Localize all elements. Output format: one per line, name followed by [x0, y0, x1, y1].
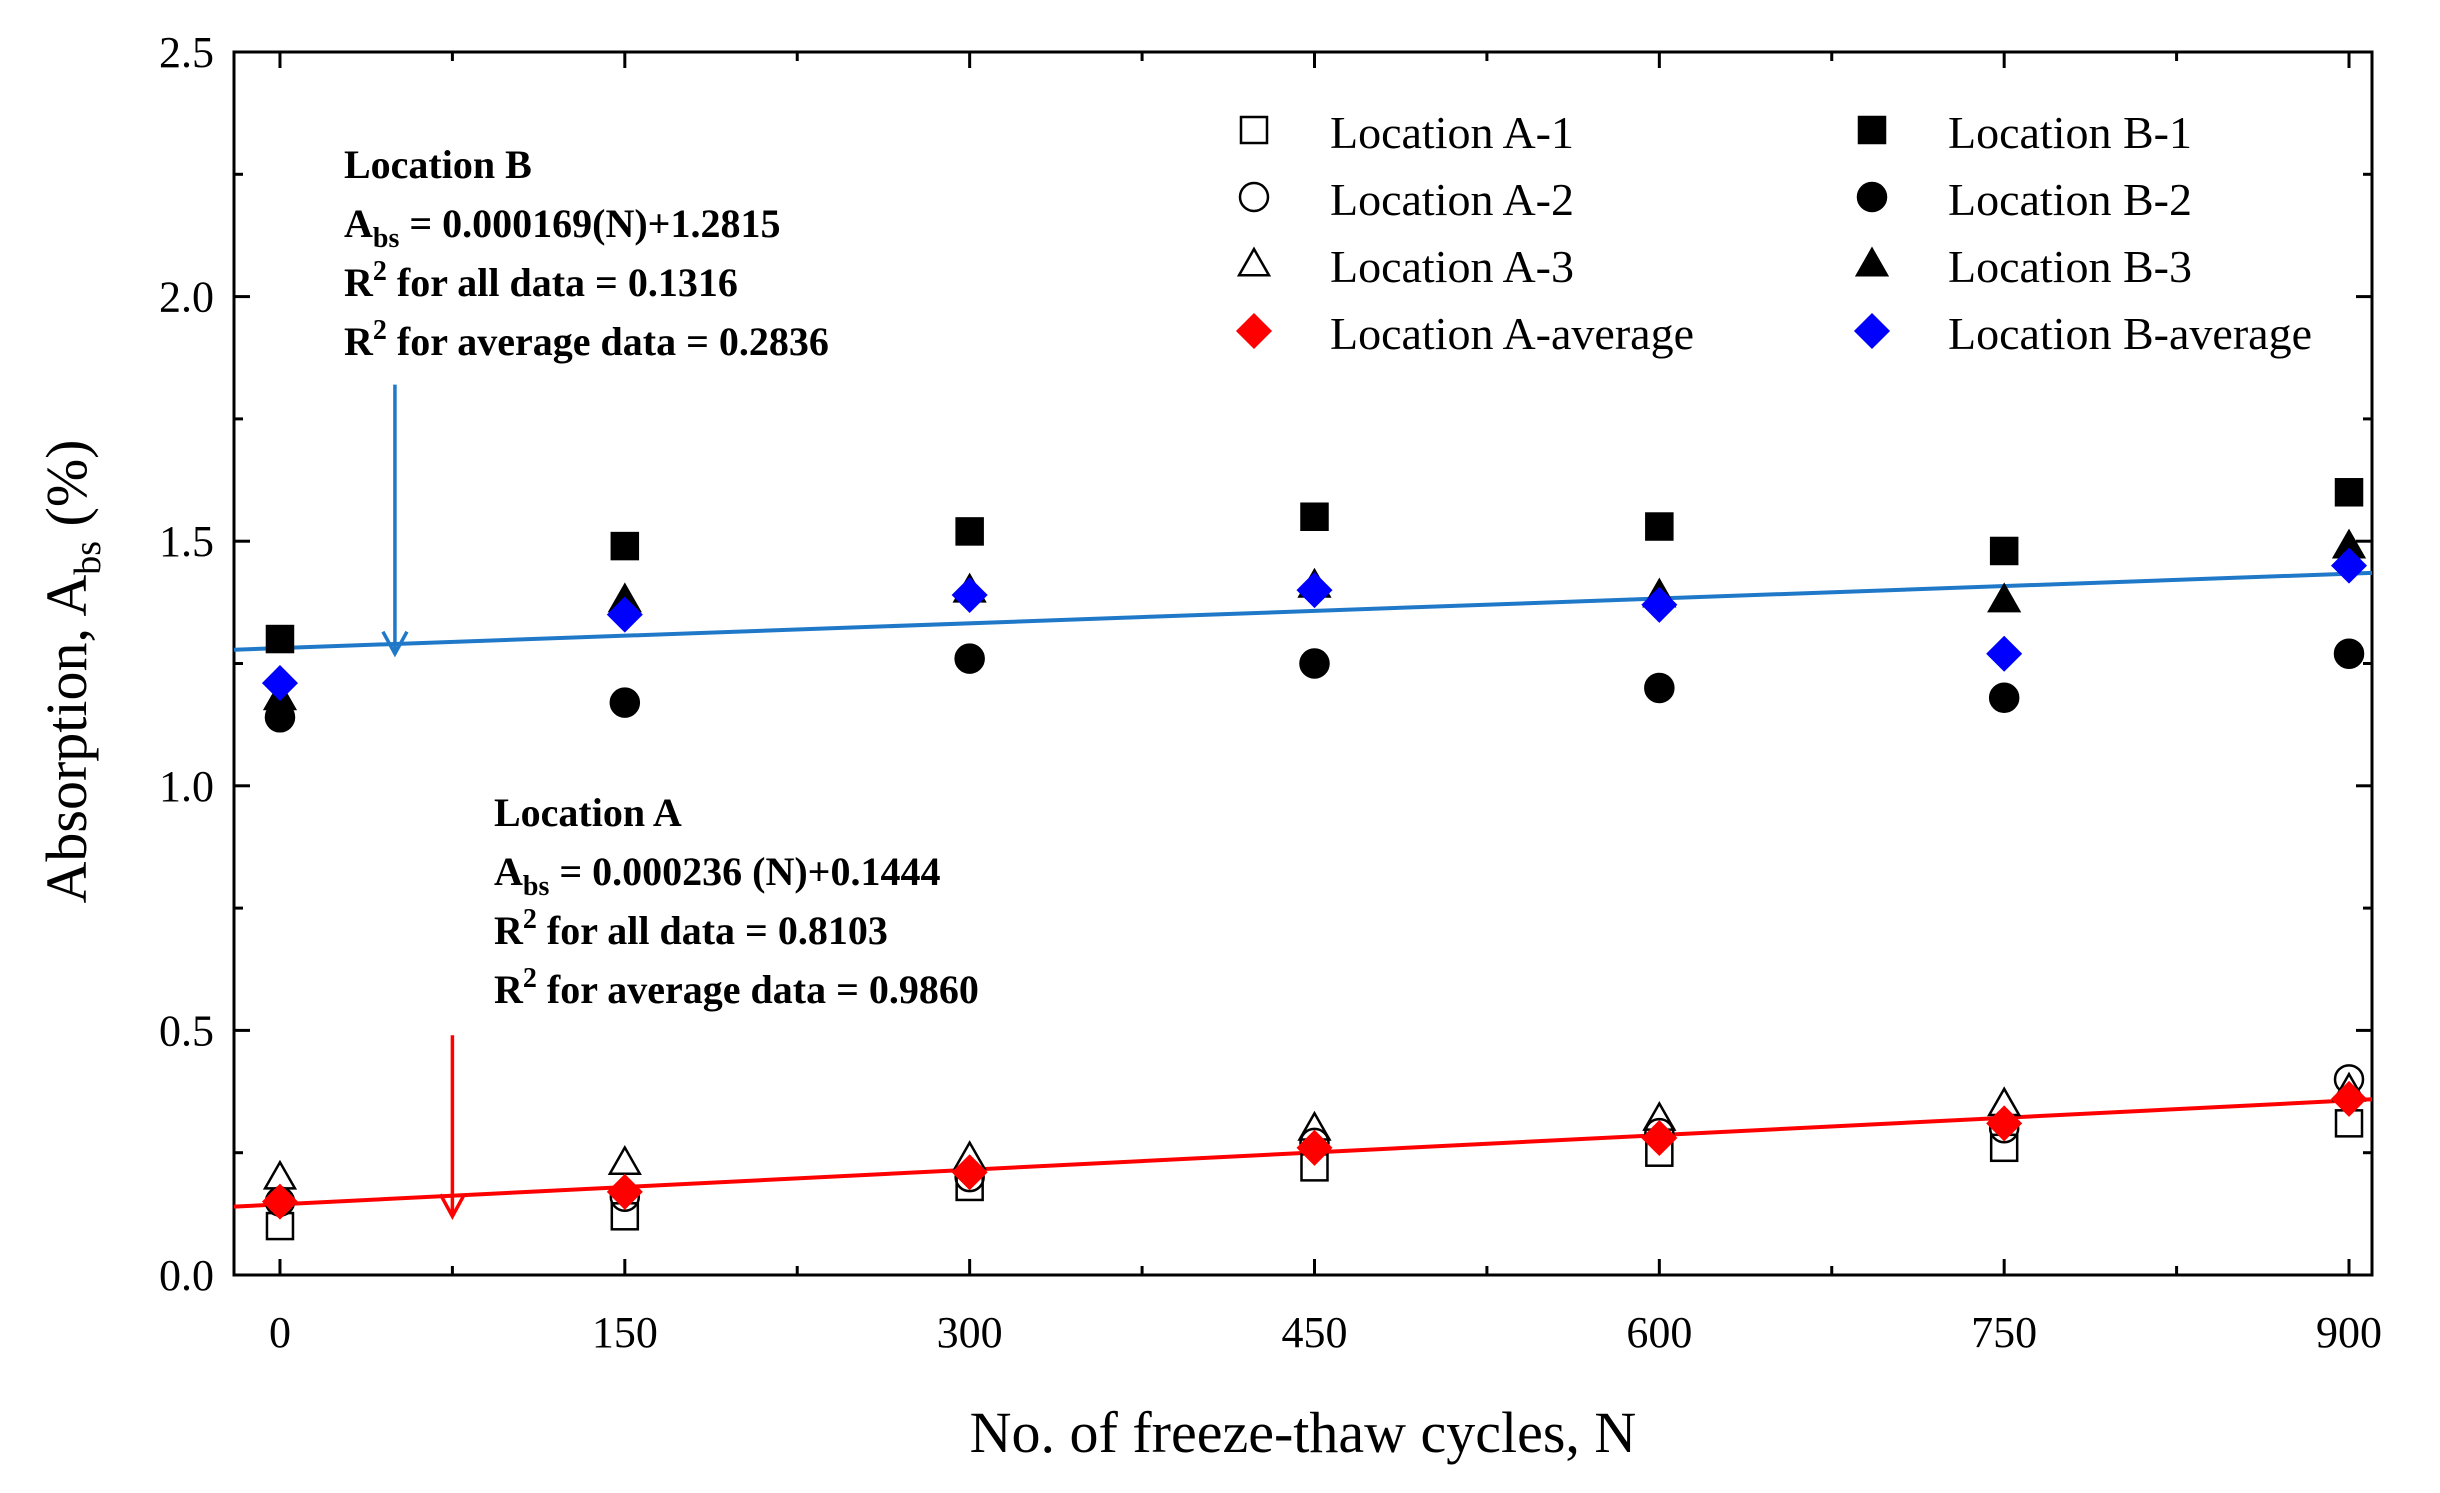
legend-label-a2: Location A-2 — [1330, 174, 1574, 225]
legend-marker-b1 — [1857, 115, 1887, 145]
point-bavg — [1296, 572, 1333, 609]
y-tick-label: 2.0 — [159, 273, 214, 322]
point-bavg — [606, 596, 643, 633]
annA-r2-avg: R2 for average data = 0.9860 — [494, 963, 979, 1012]
point-aavg — [951, 1154, 988, 1191]
annB-title: Location B — [344, 142, 532, 187]
legend-label-b3: Location B-3 — [1948, 241, 2192, 292]
point-b2 — [609, 687, 641, 718]
annB-arrow-head — [381, 630, 409, 658]
y-tick-label: 2.5 — [159, 28, 214, 77]
legend-label-a3: Location A-3 — [1330, 241, 1574, 292]
point-bavg — [951, 576, 988, 614]
legend-marker-aavg — [1235, 312, 1273, 350]
point-b1 — [2334, 478, 2364, 507]
point-aavg — [606, 1173, 643, 1210]
y-tick-label: 0.5 — [159, 1006, 214, 1055]
legend-marker-a1 — [1239, 115, 1269, 145]
x-tick-label: 450 — [1281, 1308, 1347, 1357]
point-a3 — [607, 1145, 642, 1175]
point-b1 — [610, 531, 640, 561]
y-axis-title: Absorption, Abs (%) — [34, 440, 109, 904]
legend: Location A-1 Location A-2 Location A-3 Loca… — [1235, 107, 2312, 359]
annA-r2-all: R2 for all data = 0.8103 — [494, 904, 888, 953]
legend-marker-bavg — [1853, 312, 1891, 350]
point-bavg — [1986, 635, 2023, 672]
point-b2 — [1299, 648, 1330, 679]
point-aavg — [1296, 1129, 1333, 1166]
x-tick-label: 900 — [2316, 1308, 2382, 1357]
point-b1 — [1989, 536, 2019, 566]
x-tick-label: 600 — [1626, 1308, 1692, 1357]
point-b1 — [1300, 502, 1329, 531]
point-aavg — [261, 1183, 298, 1220]
legend-marker-b2 — [1856, 181, 1888, 213]
legend-label-bavg: Location B-average — [1948, 308, 2312, 359]
y-tick-label: 1.0 — [159, 762, 214, 811]
point-aavg — [2330, 1080, 2368, 1117]
legend-label-b2: Location B-2 — [1948, 174, 2192, 225]
x-tick-label: 300 — [937, 1308, 1003, 1357]
legend-marker-a2 — [1238, 181, 1270, 213]
point-b2 — [1644, 672, 1675, 704]
annA-arrow-head — [438, 1193, 466, 1220]
point-b1 — [955, 517, 984, 546]
axis-titles-group: No. of freeze-thaw cycles, N Absorption, … — [34, 440, 1636, 1465]
point-b2 — [954, 643, 985, 674]
annB-r2-avg: R2 for average data = 0.2836 — [344, 315, 829, 364]
annB-equation: Abs = 0.000169(N)+1.2815 — [344, 201, 780, 254]
point-bavg — [261, 665, 298, 702]
annA-equation: Abs = 0.000236 (N)+0.1444 — [494, 849, 940, 902]
data-points-group — [261, 478, 2368, 1241]
legend-marker-b3 — [1854, 246, 1890, 277]
point-b1 — [1645, 512, 1674, 541]
annA-title: Location A — [494, 790, 682, 835]
point-b1 — [265, 624, 295, 654]
annB-r2-all: R2 for all data = 0.1316 — [344, 256, 738, 305]
x-tick-label: 150 — [592, 1308, 658, 1357]
axis-ticks-group: 0 150 300 450 600 750 900 0.0 0.5 1.0 1.5 2.0 2.5 — [159, 28, 2382, 1357]
point-bavg — [1641, 586, 1678, 623]
y-tick-label: 0.0 — [159, 1251, 214, 1300]
point-aavg — [1986, 1105, 2023, 1142]
point-aavg — [1641, 1120, 1678, 1157]
y-tick-label: 1.5 — [159, 517, 214, 566]
point-b3 — [1987, 582, 2022, 613]
x-tick-label: 0 — [269, 1308, 291, 1357]
legend-label-a1: Location A-1 — [1330, 107, 1574, 158]
point-b2 — [1988, 682, 2020, 713]
point-b2 — [2333, 638, 2365, 669]
x-axis-title: No. of freeze-thaw cycles, N — [970, 1400, 1637, 1465]
point-bavg — [2330, 547, 2368, 584]
legend-marker-a3 — [1236, 246, 1272, 277]
legend-label-b1: Location B-1 — [1948, 107, 2192, 158]
fit-line-location-b — [233, 570, 2373, 652]
x-tick-label: 750 — [1971, 1308, 2037, 1357]
legend-label-aavg: Location A-average — [1330, 308, 1694, 359]
